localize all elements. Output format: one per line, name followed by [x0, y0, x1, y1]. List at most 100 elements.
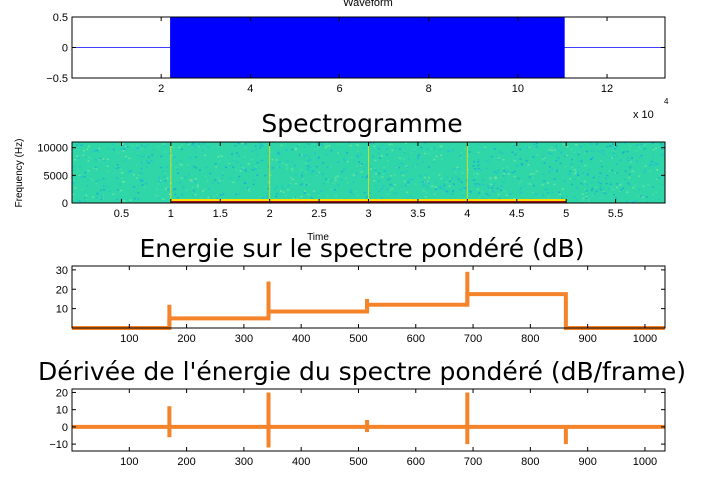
- spectrogram-noise-cell: [157, 197, 160, 199]
- spectrogram-noise-cell: [291, 170, 294, 172]
- spectrogram-noise-cell: [632, 193, 635, 196]
- spectrogram-noise-cell: [624, 178, 627, 181]
- spectrogram-noise-cell: [142, 155, 145, 158]
- spectrogram-noise-cell: [599, 186, 602, 189]
- spectrogram-noise-cell: [326, 166, 329, 169]
- spectrogram-noise-cell: [533, 184, 536, 187]
- spectrogram-noise-cell: [210, 197, 213, 199]
- spectrogram-noise-cell: [280, 144, 283, 147]
- spectrogram-noise-cell: [399, 195, 402, 197]
- spectrogram-noise-cell: [656, 163, 659, 165]
- spectrogram-noise-cell: [260, 180, 263, 183]
- spectrogram-noise-cell: [262, 183, 265, 186]
- spectrogram-noise-cell: [229, 164, 232, 166]
- spectrogram-noise-cell: [248, 190, 251, 192]
- spectrogram-noise-cell: [497, 158, 500, 161]
- spectrogram-noise-cell: [197, 143, 200, 145]
- spectrogram-noise-cell: [631, 170, 634, 172]
- spectrogram-noise-cell: [106, 165, 109, 167]
- spectrogram-noise-cell: [371, 155, 374, 158]
- spectrogram-noise-cell: [408, 195, 411, 197]
- spectrogram-noise-cell: [391, 185, 394, 187]
- spectrogram-noise-cell: [129, 170, 132, 172]
- spectrogram-noise-cell: [490, 155, 493, 158]
- spectrogram-noise-cell: [411, 150, 414, 152]
- spectrogram-noise-cell: [220, 177, 223, 180]
- spectrogram-noise-cell: [395, 159, 398, 161]
- spectrogram-noise-cell: [600, 165, 603, 168]
- spectrogram-noise-cell: [479, 142, 482, 144]
- spectrogram-noise-cell: [570, 183, 573, 186]
- spectrogram-noise-cell: [586, 183, 589, 186]
- spectrogram-noise-cell: [442, 188, 445, 190]
- spectrogram-noise-cell: [116, 189, 119, 191]
- spectrogram-noise-cell: [440, 177, 443, 180]
- spectrogram-noise-cell: [190, 180, 193, 183]
- spectrogram-noise-cell: [380, 145, 383, 148]
- spectrogram-noise-cell: [206, 146, 209, 149]
- derivative-x-tick-label: 700: [464, 456, 482, 468]
- spectrogram-noise-cell: [563, 147, 566, 150]
- spectrogram-noise-cell: [576, 171, 579, 174]
- spectrogram-noise-cell: [565, 154, 568, 157]
- spectrogram-noise-cell: [496, 169, 499, 172]
- spectrogram-noise-cell: [558, 191, 561, 194]
- spectrogram-noise-cell: [425, 191, 428, 194]
- spectrogram-noise-cell: [388, 143, 391, 146]
- spectrogram-noise-cell: [87, 160, 90, 162]
- spectrogram-noise-cell: [112, 148, 115, 151]
- spectrogram-noise-cell: [156, 195, 159, 197]
- spectrogram-noise-cell: [140, 167, 143, 170]
- spectrogram-noise-cell: [72, 171, 75, 174]
- spectrogram-noise-cell: [80, 200, 83, 203]
- spectrogram-noise-cell: [163, 176, 166, 178]
- spectrogram-noise-cell: [479, 196, 482, 198]
- spectrogram-noise-cell: [480, 169, 483, 171]
- spectrogram-noise-cell: [605, 193, 608, 195]
- spectrogram-noise-cell: [463, 196, 466, 199]
- spectrogram-noise-cell: [272, 164, 275, 166]
- spectrogram-noise-cell: [487, 194, 490, 197]
- spectrogram-noise-cell: [346, 192, 349, 195]
- spectrogram-noise-cell: [523, 185, 526, 188]
- spectrogram-noise-cell: [652, 148, 655, 151]
- spectrogram-noise-cell: [406, 166, 409, 168]
- spectrogram-noise-cell: [346, 152, 349, 154]
- spectrogram-noise-cell: [373, 180, 376, 182]
- spectrogram-noise-cell: [382, 185, 385, 187]
- spectrogram-noise-cell: [528, 176, 531, 178]
- derivative-x-tick-label: 100: [120, 456, 138, 468]
- spectrogram-noise-cell: [597, 150, 600, 153]
- spectrogram-noise-cell: [241, 142, 244, 145]
- spectrogram-noise-cell: [193, 165, 196, 168]
- spectrogram-noise-cell: [595, 190, 598, 193]
- spectrogram-noise-cell: [531, 177, 534, 179]
- spectrogram-noise-cell: [558, 164, 561, 167]
- spectrogram-noise-cell: [123, 148, 126, 151]
- spectrogram-noise-cell: [573, 196, 576, 199]
- spectrogram-noise-cell: [121, 172, 124, 174]
- spectrogram-noise-cell: [160, 180, 163, 183]
- spectrogram-noise-cell: [107, 196, 110, 199]
- spectrogram-noise-cell: [287, 189, 290, 191]
- spectrogram-noise-cell: [395, 165, 398, 168]
- energy-x-tick-label: 1000: [633, 333, 657, 345]
- spectrogram-noise-cell: [483, 148, 486, 150]
- spectrogram-noise-cell: [473, 160, 476, 163]
- spectrogram-noise-cell: [486, 185, 489, 187]
- spectrogram-noise-cell: [602, 197, 605, 200]
- spectrogram-noise-cell: [425, 185, 428, 187]
- spectrogram-noise-cell: [511, 143, 514, 145]
- spectrogram-noise-cell: [218, 160, 221, 163]
- derivative-x-tick-label: 500: [349, 456, 367, 468]
- spectrogram-noise-cell: [653, 164, 656, 167]
- spectrogram-noise-cell: [291, 168, 294, 170]
- spectrogram-noise-cell: [643, 144, 646, 146]
- spectrogram-noise-cell: [423, 192, 426, 194]
- spectrogram-noise-cell: [79, 166, 82, 168]
- spectrogram-noise-cell: [573, 169, 576, 171]
- spectrogram-noise-cell: [608, 145, 611, 147]
- spectrogram-noise-cell: [592, 150, 595, 153]
- spectrogram-noise-cell: [489, 177, 492, 179]
- waveform-y-tick-label: −0.5: [46, 73, 68, 85]
